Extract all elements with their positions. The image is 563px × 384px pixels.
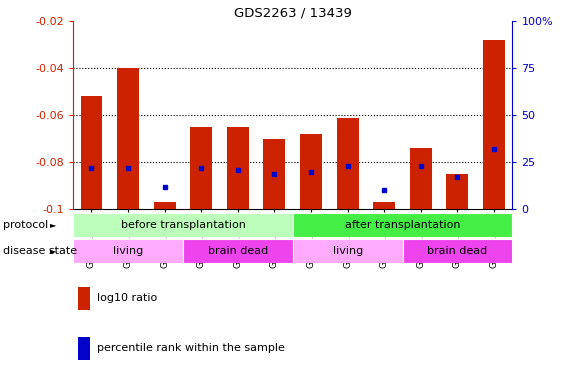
Text: after transplantation: after transplantation — [345, 220, 461, 230]
Text: brain dead: brain dead — [427, 246, 488, 256]
Bar — [81, 96, 102, 209]
Bar — [73, 213, 293, 237]
Text: living: living — [333, 246, 363, 256]
Text: disease state: disease state — [3, 246, 77, 256]
Bar — [337, 118, 359, 209]
Bar — [78, 337, 90, 360]
Bar — [446, 174, 468, 209]
Bar — [300, 134, 322, 209]
Title: GDS2263 / 13439: GDS2263 / 13439 — [234, 7, 352, 20]
Bar — [293, 239, 403, 263]
Text: protocol: protocol — [3, 220, 48, 230]
Text: percentile rank within the sample: percentile rank within the sample — [97, 343, 285, 353]
Bar — [190, 127, 212, 209]
Bar — [410, 148, 432, 209]
Bar — [183, 239, 293, 263]
Text: ►: ► — [50, 220, 57, 230]
Bar — [373, 202, 395, 209]
Bar — [154, 202, 176, 209]
Bar — [403, 239, 512, 263]
Bar — [293, 213, 512, 237]
Text: log10 ratio: log10 ratio — [97, 293, 158, 303]
Bar — [483, 40, 505, 209]
Text: before transplantation: before transplantation — [120, 220, 245, 230]
Text: living: living — [113, 246, 143, 256]
Bar — [227, 127, 249, 209]
Bar — [73, 239, 183, 263]
Text: brain dead: brain dead — [208, 246, 268, 256]
Bar — [117, 68, 139, 209]
Bar — [263, 139, 285, 209]
Text: ►: ► — [50, 246, 57, 255]
Bar — [78, 287, 90, 310]
